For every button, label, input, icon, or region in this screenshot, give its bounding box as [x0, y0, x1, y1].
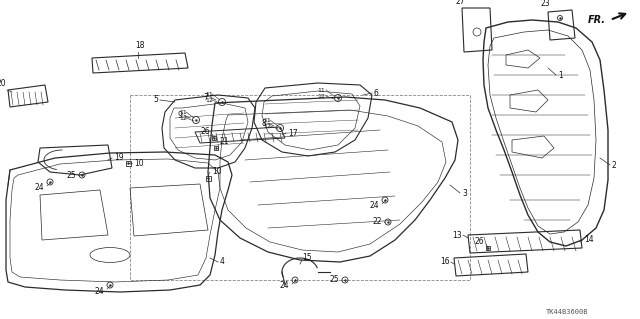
- Text: 22: 22: [372, 218, 382, 226]
- Text: 11: 11: [263, 117, 271, 122]
- Text: 11: 11: [317, 87, 325, 93]
- Text: 4: 4: [220, 257, 225, 266]
- Text: 15: 15: [302, 254, 312, 263]
- Text: 25: 25: [67, 170, 76, 180]
- Text: 11: 11: [205, 92, 213, 97]
- Text: 7: 7: [203, 93, 208, 101]
- Text: 24: 24: [280, 281, 289, 291]
- Text: 19: 19: [114, 153, 124, 162]
- Text: 1: 1: [558, 70, 563, 79]
- Text: 26: 26: [474, 238, 484, 247]
- Text: 10: 10: [212, 167, 221, 176]
- Text: 24: 24: [369, 202, 379, 211]
- Text: 27: 27: [455, 0, 465, 6]
- Text: 17: 17: [288, 129, 298, 137]
- Text: 6: 6: [374, 88, 379, 98]
- Text: 11: 11: [179, 109, 187, 115]
- Text: 24: 24: [35, 183, 44, 192]
- Text: 26: 26: [200, 128, 210, 137]
- Text: 21: 21: [220, 137, 230, 146]
- Text: 23: 23: [540, 0, 550, 8]
- Text: 12: 12: [205, 98, 213, 102]
- Text: 13: 13: [452, 231, 462, 240]
- Text: 2: 2: [612, 160, 617, 169]
- Text: 5: 5: [153, 95, 158, 105]
- Text: 9: 9: [177, 110, 182, 120]
- Text: FR.: FR.: [588, 15, 606, 25]
- Text: 12: 12: [263, 123, 271, 129]
- Text: 24: 24: [94, 286, 104, 295]
- Text: 14: 14: [584, 235, 594, 244]
- Text: 10: 10: [134, 159, 143, 167]
- Text: 12: 12: [317, 93, 325, 99]
- Text: 3: 3: [462, 189, 467, 197]
- Text: 8: 8: [261, 118, 266, 128]
- Text: 12: 12: [179, 115, 187, 121]
- Text: 16: 16: [440, 257, 450, 266]
- Text: 18: 18: [135, 41, 145, 50]
- Text: 20: 20: [0, 79, 6, 88]
- Text: 25: 25: [330, 276, 339, 285]
- Text: TK44B3600B: TK44B3600B: [545, 309, 588, 315]
